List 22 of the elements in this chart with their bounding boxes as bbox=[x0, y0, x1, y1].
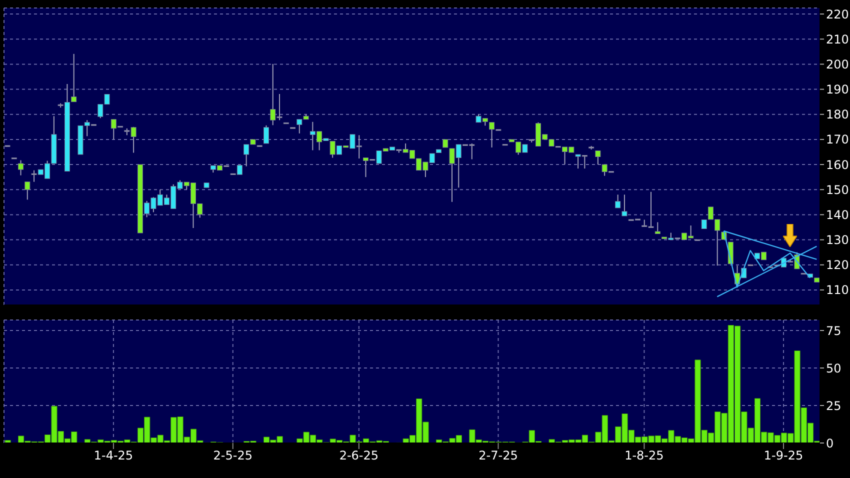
y-tick-label: 190 bbox=[826, 82, 849, 97]
y-tick-label: 160 bbox=[826, 158, 849, 172]
y-tick-label: 200 bbox=[826, 57, 849, 72]
y-tick-label: 170 bbox=[826, 132, 849, 147]
y-tick-label: 130 bbox=[826, 233, 849, 248]
x-tick-label: 1-8-25 bbox=[624, 448, 664, 463]
y-tick-label: 220 bbox=[826, 7, 849, 22]
x-tick-label: 2-7-25 bbox=[478, 448, 518, 463]
y-tick-label: 110 bbox=[826, 283, 849, 298]
x-tick-label: 1-9-25 bbox=[764, 448, 804, 463]
x-tick-label: 2-5-25 bbox=[213, 448, 252, 463]
x-tick-label: 1-4-25 bbox=[94, 448, 134, 463]
y-tick-label: 75 bbox=[826, 324, 842, 338]
x-tick-label: 2-6-25 bbox=[339, 448, 379, 463]
y-tick-label: 210 bbox=[826, 32, 849, 46]
y-tick-label: 140 bbox=[826, 208, 849, 222]
y-tick-label: 50 bbox=[826, 361, 842, 376]
y-tick-label: 120 bbox=[826, 258, 849, 272]
y-tick-label: 180 bbox=[826, 108, 849, 122]
y-tick-label: 0 bbox=[826, 436, 834, 450]
y-tick-label: 25 bbox=[826, 398, 842, 413]
y-tick-label: 150 bbox=[826, 182, 849, 197]
